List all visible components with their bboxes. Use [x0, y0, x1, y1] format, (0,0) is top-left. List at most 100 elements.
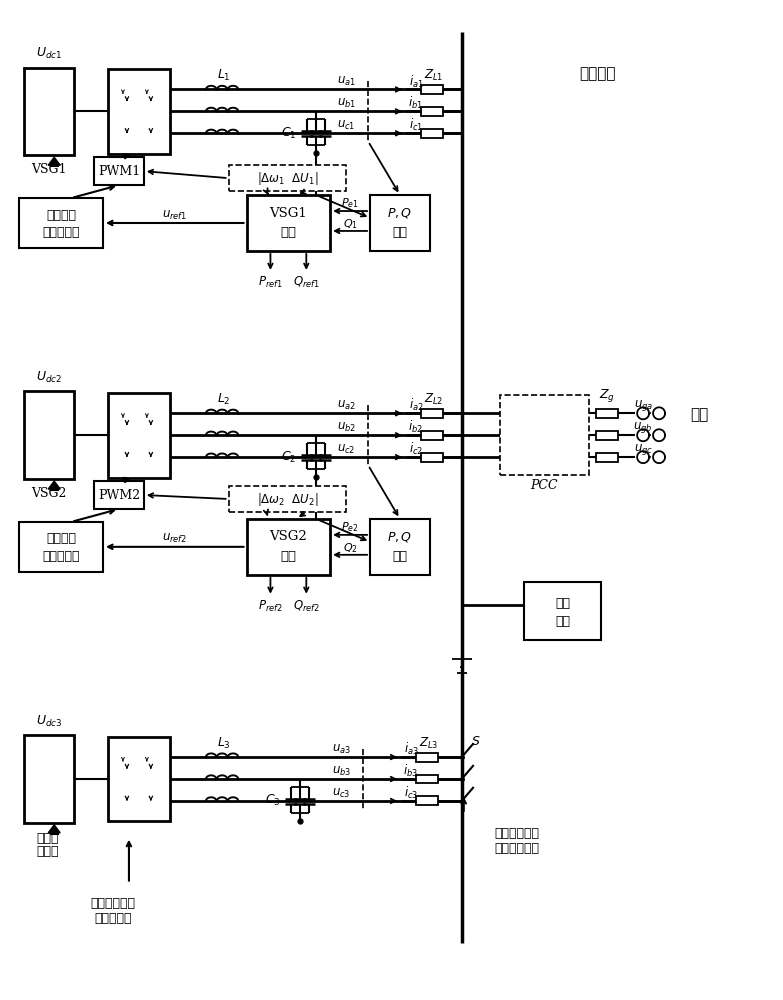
Text: 计算: 计算	[392, 550, 407, 563]
Text: PWM2: PWM2	[98, 489, 140, 502]
Text: $i_{c1}$: $i_{c1}$	[409, 117, 423, 133]
Text: $u_{ref2}$: $u_{ref2}$	[162, 532, 187, 545]
Text: $C_3$: $C_3$	[265, 793, 280, 808]
Text: PCC: PCC	[531, 479, 558, 492]
Bar	[370, 195, 430, 251]
Text: 称故障时闭合: 称故障时闭合	[494, 842, 539, 855]
Text: VSG1: VSG1	[269, 207, 307, 220]
Text: $i_{c3}$: $i_{c3}$	[404, 785, 418, 801]
Text: $u_{ga}$: $u_{ga}$	[633, 398, 653, 413]
Bar	[500, 395, 590, 475]
Text: 电压电流: 电压电流	[46, 532, 76, 545]
Bar	[20, 522, 103, 572]
Bar	[421, 409, 443, 418]
Text: |$\Delta\omega_1$  $\Delta U_1$|: |$\Delta\omega_1$ $\Delta U_1$|	[257, 170, 318, 187]
Bar	[24, 735, 74, 823]
Text: $P_{ref2}$: $P_{ref2}$	[258, 599, 283, 614]
Text: $i_{b2}$: $i_{b2}$	[409, 419, 424, 435]
Text: $i_{a2}$: $i_{a2}$	[409, 397, 424, 413]
Text: $u_{b2}$: $u_{b2}$	[337, 421, 355, 434]
Text: $U_{dc1}$: $U_{dc1}$	[36, 46, 63, 61]
Text: 电流型: 电流型	[36, 832, 59, 845]
Text: $u_{b3}$: $u_{b3}$	[331, 764, 351, 778]
Text: 计算: 计算	[392, 226, 407, 239]
Text: $L_3$: $L_3$	[217, 736, 230, 751]
Bar	[229, 165, 346, 191]
Text: 算法: 算法	[280, 550, 297, 563]
Text: $u_{a2}$: $u_{a2}$	[337, 399, 355, 412]
Text: $u_{c1}$: $u_{c1}$	[337, 119, 355, 132]
Bar	[597, 453, 619, 462]
Text: $Q_1$: $Q_1$	[343, 217, 358, 231]
Text: $i_{b3}$: $i_{b3}$	[403, 763, 418, 779]
Text: $L_2$: $L_2$	[217, 392, 230, 407]
Bar	[108, 393, 170, 478]
Text: $P_{e1}$: $P_{e1}$	[341, 196, 359, 210]
Text: PWM1: PWM1	[98, 165, 140, 178]
Text: 负载电流中的: 负载电流中的	[91, 897, 135, 910]
Bar	[94, 157, 144, 185]
Bar	[421, 85, 443, 94]
Text: $u_{c3}$: $u_{c3}$	[332, 786, 351, 800]
Bar	[416, 796, 438, 805]
Bar	[370, 519, 430, 575]
Bar	[24, 391, 74, 479]
Text: $C_1$: $C_1$	[280, 126, 296, 141]
Text: $C_2$: $C_2$	[280, 450, 296, 465]
Text: $u_{b1}$: $u_{b1}$	[337, 97, 355, 110]
Text: $Z_{L3}$: $Z_{L3}$	[419, 736, 438, 751]
Bar	[524, 582, 601, 640]
Polygon shape	[49, 825, 60, 833]
Text: $i_{a1}$: $i_{a1}$	[409, 73, 424, 90]
Text: 负载: 负载	[555, 615, 570, 628]
Text: $u_{gc}$: $u_{gc}$	[633, 442, 653, 457]
Bar	[416, 775, 438, 783]
Text: $i_{a3}$: $i_{a3}$	[403, 741, 418, 757]
Text: $P_{e2}$: $P_{e2}$	[341, 520, 359, 534]
Text: $u_{a3}$: $u_{a3}$	[332, 743, 351, 756]
Text: 电网: 电网	[690, 408, 708, 422]
Text: VSG2: VSG2	[269, 530, 307, 543]
Text: $u_{gb}$: $u_{gb}$	[633, 420, 653, 435]
Bar	[597, 431, 619, 440]
Text: $u_{c2}$: $u_{c2}$	[337, 443, 355, 456]
Bar	[20, 198, 103, 248]
Text: $P,Q$: $P,Q$	[388, 530, 413, 544]
Bar	[421, 453, 443, 462]
Text: $u_{a1}$: $u_{a1}$	[337, 75, 355, 88]
Text: 双闭环控制: 双闭环控制	[42, 226, 80, 239]
Bar	[247, 519, 330, 575]
Text: 逆变器: 逆变器	[36, 845, 59, 858]
Text: $P,Q$: $P,Q$	[388, 206, 413, 220]
Text: $Q_2$: $Q_2$	[343, 541, 358, 555]
Text: 负载发生不对: 负载发生不对	[494, 827, 539, 840]
Text: 本地: 本地	[555, 597, 570, 610]
Text: $i_{c2}$: $i_{c2}$	[409, 441, 423, 457]
Polygon shape	[49, 481, 60, 489]
Text: 不平衡分量: 不平衡分量	[94, 912, 132, 925]
Text: $P_{ref1}$: $P_{ref1}$	[258, 275, 283, 290]
Bar	[229, 486, 346, 512]
Text: 算法: 算法	[280, 226, 297, 239]
Text: $Z_{L1}$: $Z_{L1}$	[424, 68, 443, 83]
Bar	[421, 107, 443, 116]
Text: $Z_g$: $Z_g$	[599, 387, 615, 404]
Bar	[24, 68, 74, 155]
Text: 双闭环控制: 双闭环控制	[42, 550, 80, 563]
Bar	[94, 481, 144, 509]
Text: $U_{dc2}$: $U_{dc2}$	[36, 370, 63, 385]
Bar	[421, 129, 443, 138]
Text: $Z_{L2}$: $Z_{L2}$	[424, 392, 443, 407]
Bar	[247, 195, 330, 251]
Text: $L_1$: $L_1$	[217, 68, 230, 83]
Text: $S$: $S$	[471, 735, 481, 748]
Text: $u_{ref1}$: $u_{ref1}$	[162, 208, 187, 222]
Polygon shape	[49, 157, 60, 165]
Bar	[108, 737, 170, 821]
Text: VSG1: VSG1	[31, 163, 67, 176]
Text: |$\Delta\omega_2$  $\Delta U_2$|: |$\Delta\omega_2$ $\Delta U_2$|	[257, 491, 318, 508]
Text: $Q_{ref1}$: $Q_{ref1}$	[293, 275, 319, 290]
Text: VSG2: VSG2	[31, 487, 67, 500]
Text: $i_{b1}$: $i_{b1}$	[409, 95, 424, 111]
Bar	[421, 431, 443, 440]
